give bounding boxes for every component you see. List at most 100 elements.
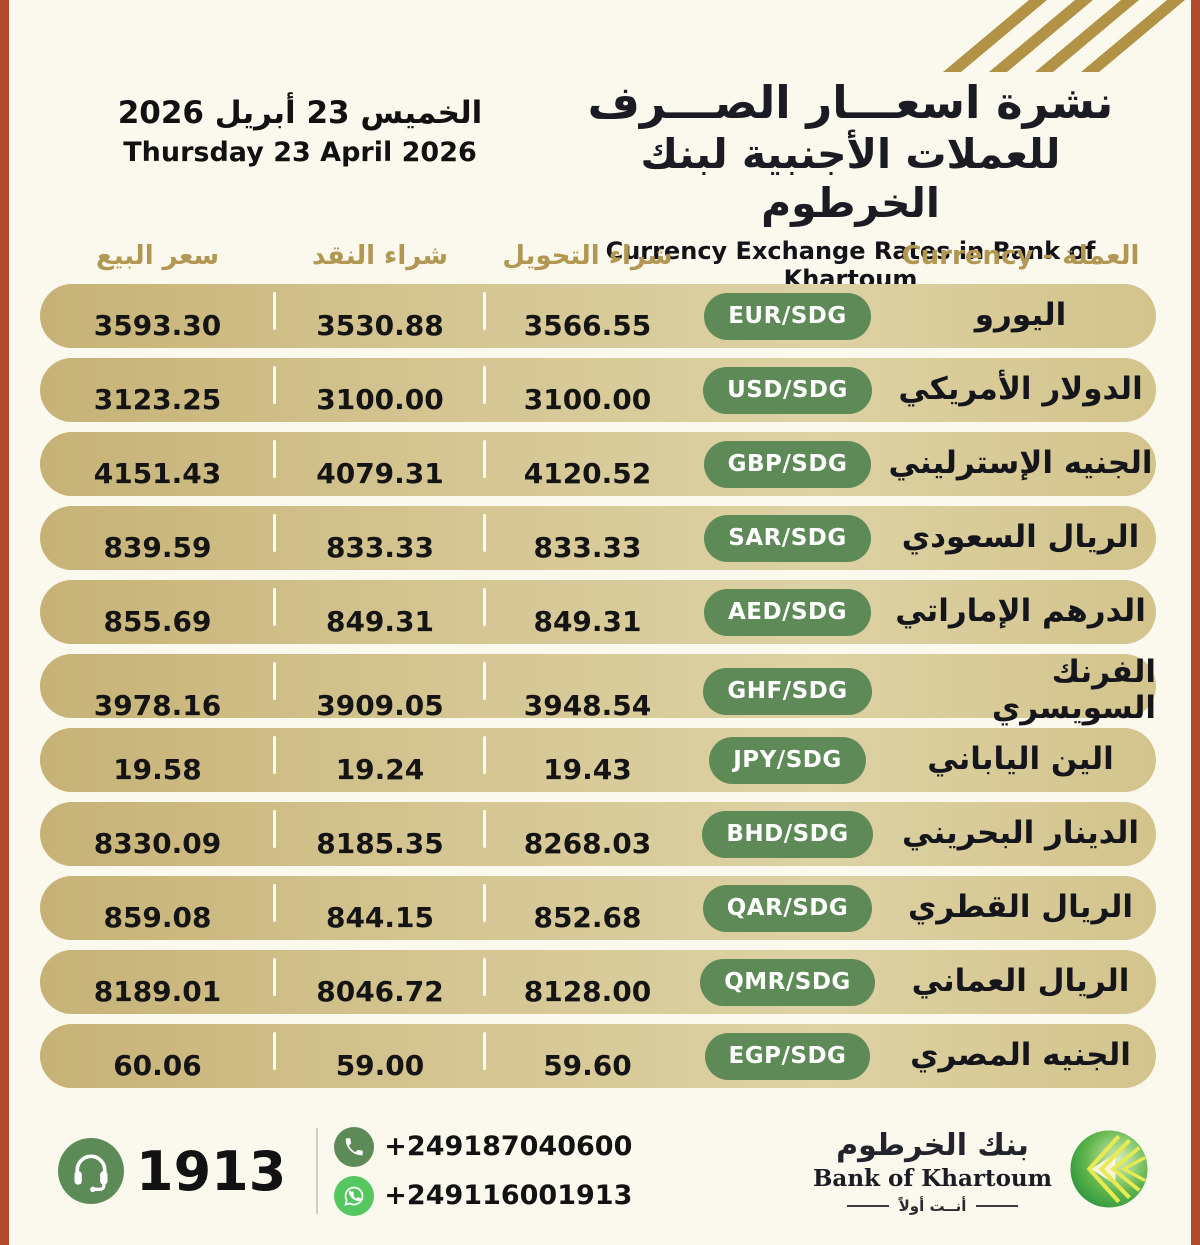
bank-logo: بنك الخرطوم Bank of Khartoum أنــت أولاً: [813, 1128, 1150, 1215]
title-arabic-line1: نشرة اسعـــار الصـــرف: [587, 76, 1114, 129]
currency-pair-badge: QMR/SDG: [700, 958, 875, 1006]
currency-name-arabic: الدينار البحريني: [902, 815, 1139, 851]
whatsapp-line: +249116001913: [334, 1175, 633, 1216]
currency-name-arabic: الجنيه المصري: [910, 1037, 1131, 1073]
table-row: 855.69 849.31 849.31 AED/SDG الدرهم الإم…: [40, 580, 1156, 644]
transfer-buy-value: 852.68: [533, 901, 642, 934]
table-row: 3978.16 3909.05 3948.54 GHF/SDG الفرنك ا…: [40, 654, 1156, 726]
column-divider: [273, 1032, 276, 1070]
table-row: 3593.30 3530.88 3566.55 EUR/SDG اليورو: [40, 284, 1156, 348]
table-row: 4151.43 4079.31 4120.52 GBP/SDG الجنيه ا…: [40, 432, 1156, 496]
cash-buy-value: 4079.31: [316, 457, 444, 490]
phone-line: +249187040600: [334, 1126, 633, 1167]
cash-buy-value: 3530.88: [316, 309, 444, 342]
sell-price-value: 3593.30: [93, 309, 222, 342]
sell-price-value: 19.58: [113, 753, 202, 786]
cash-buy-value: 8185.35: [316, 827, 444, 860]
date-english: Thursday 23 April 2026: [123, 137, 477, 168]
transfer-buy-value: 4120.52: [523, 457, 652, 490]
column-divider: [483, 440, 486, 478]
left-edge-stripe: [0, 0, 9, 1245]
currency-name-arabic: الجنيه الإسترليني: [888, 445, 1153, 481]
column-divider: [273, 292, 276, 330]
currency-pair-badge: GHF/SDG: [703, 667, 872, 715]
column-divider: [483, 366, 486, 404]
bank-name-arabic: بنك الخرطوم: [836, 1127, 1029, 1163]
bank-tagline: أنــت أولاً: [813, 1197, 1052, 1215]
bank-globe-icon: [1068, 1128, 1150, 1214]
tagline-text: أنــت أولاً: [898, 1196, 967, 1215]
header-cash-buy: شراء النقد: [311, 241, 449, 271]
column-divider: [273, 662, 276, 700]
table-row: 8330.09 8185.35 8268.03 BHD/SDG الدينار …: [40, 802, 1156, 866]
cash-buy-value: 844.15: [325, 901, 435, 934]
sell-price-value: 8330.09: [93, 827, 222, 860]
header-transfer-buy: شراء التحويل: [502, 241, 673, 271]
cash-buy-value: 849.31: [325, 605, 435, 638]
transfer-buy-value: 3100.00: [523, 383, 652, 416]
transfer-buy-value: 8268.03: [523, 827, 652, 860]
transfer-buy-value: 849.31: [533, 605, 642, 638]
column-divider: [273, 958, 276, 996]
currency-name-arabic: الين الياباني: [927, 741, 1114, 777]
date-block: الخميس 23 أبريل 2026 Thursday 23 April 2…: [100, 95, 500, 168]
currency-pair-badge: BHD/SDG: [702, 810, 873, 858]
table-row: 8189.01 8046.72 8128.00 QMR/SDG الريال ا…: [40, 950, 1156, 1014]
whatsapp-number: +249116001913: [384, 1180, 633, 1211]
transfer-buy-value: 8128.00: [523, 975, 652, 1008]
sell-price-value: 859.08: [103, 901, 212, 934]
column-divider: [273, 440, 276, 478]
transfer-buy-value: 3948.54: [523, 689, 652, 722]
sell-price-value: 3978.16: [93, 689, 222, 722]
sell-price-value: 60.06: [113, 1049, 202, 1082]
column-divider: [273, 588, 276, 626]
currency-pair-badge: AED/SDG: [703, 588, 872, 636]
column-divider: [483, 884, 486, 922]
table-row: 19.58 19.24 19.43 JPY/SDG الين الياباني: [40, 728, 1156, 792]
column-divider: [483, 958, 486, 996]
column-divider: [273, 736, 276, 774]
column-divider: [483, 514, 486, 552]
cash-buy-value: 19.24: [335, 753, 425, 786]
currency-pair-badge: JPY/SDG: [709, 736, 866, 784]
footer: 1913 +249187040600 +249116001913: [58, 1118, 1150, 1224]
column-divider: [273, 884, 276, 922]
table-row: 839.59 833.33 833.33 SAR/SDG الريال السع…: [40, 506, 1156, 570]
cash-buy-value: 3909.05: [316, 689, 444, 722]
transfer-buy-value: 19.43: [543, 753, 632, 786]
footer-divider: [316, 1128, 319, 1214]
cash-buy-value: 833.33: [325, 531, 435, 564]
currency-name-arabic: الدولار الأمريكي: [898, 371, 1143, 407]
currency-name-arabic: الدرهم الإماراتي: [895, 593, 1146, 629]
currency-name-arabic: الريال السعودي: [901, 519, 1140, 555]
currency-name-arabic: الفرنك السويسري: [991, 654, 1156, 726]
currency-name-arabic: الريال العماني: [911, 963, 1130, 999]
currency-pair-badge: GBP/SDG: [703, 440, 872, 488]
header-currency: العملة - Currency: [901, 241, 1140, 271]
column-divider: [483, 810, 486, 848]
cash-buy-value: 8046.72: [316, 975, 444, 1008]
sell-price-value: 4151.43: [93, 457, 222, 490]
whatsapp-icon: [334, 1175, 375, 1216]
phone-number: +249187040600: [384, 1131, 633, 1162]
sell-price-value: 855.69: [103, 605, 212, 638]
column-divider: [483, 736, 486, 774]
currency-pair-badge: SAR/SDG: [704, 514, 871, 562]
table-row: 60.06 59.00 59.60 EGP/SDG الجنيه المصري: [40, 1024, 1156, 1088]
column-divider: [273, 810, 276, 848]
title-arabic-line2: للعملات الأجنبية لبنك الخرطوم: [640, 130, 1061, 228]
sell-price-value: 8189.01: [93, 975, 222, 1008]
currency-pair-badge: USD/SDG: [703, 366, 872, 414]
column-divider: [273, 366, 276, 404]
header-sell-price: سعر البيع: [95, 241, 220, 271]
table-row: 859.08 844.15 852.68 QAR/SDG الريال القط…: [40, 876, 1156, 940]
transfer-buy-value: 833.33: [533, 531, 642, 564]
tagline-dash: [846, 1204, 889, 1207]
exchange-rates-table: سعر البيع شراء النقد شراء التحويل العملة…: [40, 234, 1156, 1098]
call-center-number: 1913: [136, 1139, 287, 1203]
column-divider: [483, 292, 486, 330]
currency-name-arabic: الريال القطري: [908, 889, 1133, 925]
tagline-dash: [976, 1204, 1019, 1207]
gold-stripes-decoration: [943, 0, 1185, 72]
column-divider: [273, 514, 276, 552]
